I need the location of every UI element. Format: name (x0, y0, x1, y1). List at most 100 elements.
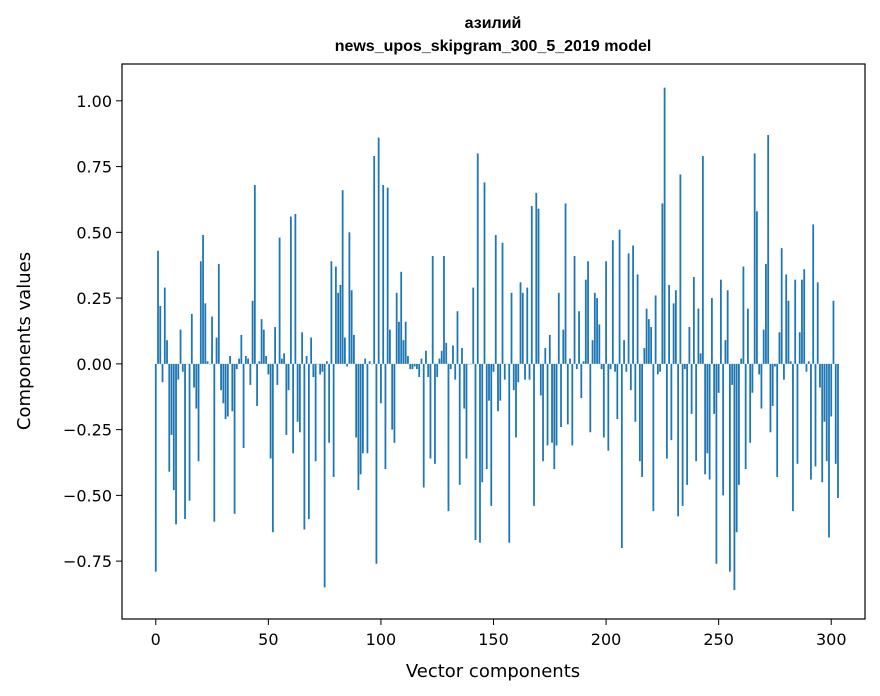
bar-component-143 (476, 153, 479, 364)
bar-component-194 (591, 340, 594, 364)
bar-component-19 (197, 363, 200, 462)
bar-component-118 (420, 358, 423, 364)
y-tick-label: 1.00 (76, 92, 112, 111)
bar-component-219 (647, 319, 650, 364)
bar-component-112 (407, 355, 409, 364)
bar-component-77 (328, 363, 331, 443)
bar-component-144 (479, 363, 481, 543)
x-axis-ticks: 0 50 100 150 200 250 300 (151, 619, 847, 649)
bar-component-120 (425, 350, 427, 364)
bar-component-116 (416, 363, 418, 370)
bar-component-295 (819, 363, 821, 388)
x-tick-label: 200 (591, 630, 622, 649)
bar-component-302 (834, 363, 837, 464)
bar-component-110 (402, 340, 405, 364)
bar-component-298 (825, 363, 828, 462)
bar-component-198 (600, 363, 603, 370)
bar-component-66 (303, 363, 306, 530)
bar-component-192 (587, 261, 589, 364)
bar-component-299 (828, 363, 830, 538)
bar-component-67 (305, 355, 308, 364)
bar-component-35 (233, 363, 236, 514)
bar-component-54 (276, 363, 279, 385)
bar-component-184 (569, 358, 571, 364)
bar-component-233 (679, 174, 682, 364)
bar-component-100 (380, 363, 382, 404)
bar-component-183 (566, 363, 569, 425)
bar-component-239 (692, 277, 695, 364)
bar-component-200 (605, 261, 607, 364)
bar-component-17 (193, 363, 195, 388)
bar-component-126 (438, 358, 441, 364)
bar-component-202 (609, 363, 612, 370)
bar-component-238 (690, 363, 693, 414)
y-tick-label: 0.25 (76, 289, 112, 308)
bar-component-145 (481, 363, 484, 483)
bar-component-27 (215, 337, 218, 364)
bar-component-193 (589, 363, 592, 433)
bar-component-253 (724, 340, 727, 364)
bar-component-95 (368, 361, 371, 364)
bar-component-92 (362, 363, 364, 454)
bar-component-12 (181, 363, 184, 372)
bar-component-262 (744, 363, 747, 470)
bar-component-147 (485, 363, 488, 470)
bar-component-57 (283, 353, 286, 364)
bar-component-134 (456, 311, 459, 364)
bar-component-180 (560, 363, 562, 427)
bar-component-61 (292, 363, 295, 454)
bar-component-8 (172, 363, 175, 491)
bar-component-258 (735, 363, 738, 533)
bar-component-191 (584, 279, 587, 364)
bar-component-151 (494, 234, 497, 364)
bar-component-122 (429, 363, 432, 459)
bar-component-260 (740, 358, 743, 364)
bar-component-205 (616, 363, 619, 420)
x-tick-label: 150 (478, 630, 509, 649)
bar-component-210 (627, 253, 630, 364)
bar-component-281 (787, 300, 790, 364)
bar-component-291 (810, 363, 812, 480)
bar-component-286 (798, 332, 801, 364)
bar-component-68 (307, 363, 310, 520)
bar-component-265 (751, 363, 754, 393)
bar-component-259 (738, 363, 740, 485)
bar-component-294 (816, 282, 819, 364)
bar-component-172 (542, 363, 544, 462)
bar-component-155 (503, 363, 506, 380)
bar-component-28 (217, 263, 220, 364)
bar-component-7 (170, 363, 173, 435)
bar-component-296 (821, 363, 824, 483)
bar-component-2 (159, 305, 162, 364)
bar-component-273 (769, 363, 772, 433)
bar-component-204 (614, 363, 616, 372)
bar-component-214 (636, 274, 639, 364)
bar-component-249 (715, 363, 718, 564)
bar-component-60 (289, 216, 292, 364)
bar-component-114 (411, 363, 414, 370)
bar-component-186 (573, 256, 576, 364)
bar-component-30 (222, 363, 225, 404)
bar-component-250 (717, 363, 720, 393)
bar-component-237 (688, 327, 691, 364)
bar-component-78 (330, 261, 333, 364)
bar-component-71 (314, 363, 317, 462)
bar-component-228 (668, 284, 671, 364)
bar-component-124 (434, 363, 436, 464)
bar-component-280 (785, 274, 788, 364)
bar-component-150 (492, 363, 495, 372)
plot-frame (121, 63, 866, 620)
bar-component-242 (699, 353, 702, 364)
bar-component-274 (771, 363, 774, 406)
bar-component-201 (607, 363, 610, 451)
bar-component-152 (497, 363, 499, 412)
bar-component-185 (571, 363, 574, 446)
bar-component-36 (235, 363, 238, 370)
bar-component-137 (463, 363, 466, 409)
bar-component-31 (224, 363, 227, 420)
bar-component-212 (632, 245, 634, 364)
bar-component-181 (562, 329, 565, 364)
bar-component-13 (184, 363, 186, 520)
y-tick-label: 0.00 (76, 355, 112, 374)
bar-component-62 (294, 213, 297, 364)
